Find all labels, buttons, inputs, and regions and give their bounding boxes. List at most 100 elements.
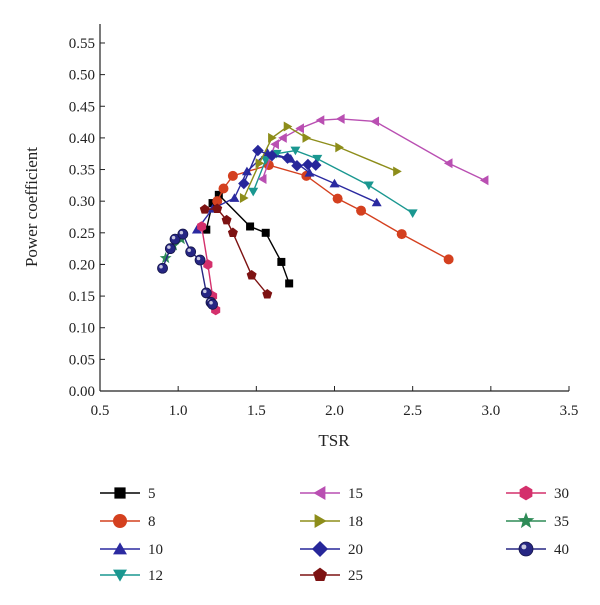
data-point-highlight <box>167 245 171 249</box>
data-point <box>239 193 249 203</box>
data-point-highlight <box>179 230 184 235</box>
data-point <box>261 228 270 237</box>
legend-label: 25 <box>348 568 363 584</box>
data-point <box>370 116 380 127</box>
y-tick-label: 0.55 <box>69 36 95 52</box>
y-tick-label: 0.35 <box>69 163 95 179</box>
legend-label: 35 <box>554 514 569 530</box>
data-point <box>283 121 293 132</box>
data-point <box>260 156 271 165</box>
data-point <box>407 209 418 218</box>
series-12 <box>248 146 418 218</box>
data-point <box>302 132 312 143</box>
legend-item-35: 35 <box>506 512 569 530</box>
legend-label: 12 <box>148 568 163 584</box>
legend-label: 5 <box>148 486 156 502</box>
data-point <box>248 187 259 197</box>
legend-marker <box>113 542 127 555</box>
series-5 <box>202 190 294 288</box>
data-point <box>266 149 278 162</box>
data-point <box>177 228 189 240</box>
data-point <box>203 259 213 270</box>
data-point-highlight <box>171 235 176 240</box>
data-point <box>271 149 282 159</box>
y-tick-label: 0.05 <box>69 352 95 368</box>
y-tick-label: 0.00 <box>69 384 95 400</box>
data-point <box>278 132 287 143</box>
x-tick-label: 1.5 <box>247 403 266 419</box>
data-point <box>218 183 229 194</box>
data-point <box>207 298 218 310</box>
data-point <box>295 123 304 134</box>
data-point <box>159 251 172 264</box>
data-point <box>246 222 255 231</box>
x-tick-label: 3.5 <box>560 403 579 419</box>
data-point <box>281 152 294 164</box>
data-point <box>191 224 202 234</box>
data-point <box>309 159 322 171</box>
legend-item-40: 40 <box>506 541 569 558</box>
data-point <box>197 221 207 232</box>
data-point <box>157 262 168 274</box>
data-point <box>246 269 257 280</box>
x-tick-label: 2.5 <box>403 403 422 419</box>
data-point <box>290 146 301 156</box>
data-point <box>241 166 252 176</box>
x-ticks: 0.5 1.0 1.5 2.0 2.5 3.0 3.5 <box>91 386 579 419</box>
data-point <box>315 115 325 126</box>
data-point <box>479 175 489 186</box>
legend-item-20: 20 <box>300 540 363 558</box>
data-point <box>238 177 250 190</box>
x-tick-label: 2.0 <box>325 403 344 419</box>
legend-label: 30 <box>554 486 569 502</box>
data-point <box>396 229 407 240</box>
data-point <box>304 167 315 177</box>
data-point <box>270 139 279 150</box>
data-point <box>443 254 454 265</box>
legend-marker <box>314 514 327 528</box>
y-ticks: 0.00 0.05 0.10 0.15 0.20 0.25 0.30 0.35 0.40 0.45… <box>69 36 105 400</box>
y-tick-label: 0.10 <box>69 321 95 337</box>
data-point <box>212 196 223 207</box>
data-point <box>285 279 294 288</box>
data-point <box>227 170 238 181</box>
data-point-highlight <box>187 248 191 253</box>
legend-item-12: 12 <box>100 568 163 584</box>
legend-item-10: 10 <box>100 542 163 558</box>
series-15 <box>257 113 489 186</box>
data-point-highlight <box>159 264 163 269</box>
data-point-highlight <box>209 301 213 305</box>
data-point <box>268 132 277 143</box>
legend-item-18: 18 <box>300 514 363 530</box>
data-point <box>227 227 238 238</box>
data-point <box>262 288 273 299</box>
data-point <box>185 246 197 258</box>
legend-label: 15 <box>348 486 363 502</box>
plot-frame <box>99 24 569 392</box>
legend-label: 20 <box>348 542 363 558</box>
data-point <box>329 178 340 188</box>
data-point <box>200 287 212 299</box>
data-point <box>336 113 345 124</box>
series-18 <box>239 121 402 203</box>
data-point <box>312 154 323 164</box>
legend-marker <box>311 540 329 558</box>
data-point <box>164 243 176 255</box>
legend-marker <box>313 567 327 581</box>
legend-marker <box>313 486 326 500</box>
y-axis-title: Power coefficient <box>22 147 41 267</box>
data-point <box>202 225 211 234</box>
data-point <box>199 204 210 214</box>
legend-marker-highlight <box>521 544 527 550</box>
legend-item-8: 8 <box>100 514 156 530</box>
data-point <box>255 158 265 169</box>
data-point <box>221 214 232 225</box>
data-point <box>291 159 303 172</box>
data-point <box>302 158 314 171</box>
data-point <box>335 142 344 153</box>
data-point <box>208 199 217 208</box>
x-axis-title: TSR <box>318 431 350 450</box>
y-tick-label: 0.15 <box>69 289 95 305</box>
y-tick-label: 0.50 <box>69 68 95 84</box>
legend-marker <box>519 485 533 501</box>
